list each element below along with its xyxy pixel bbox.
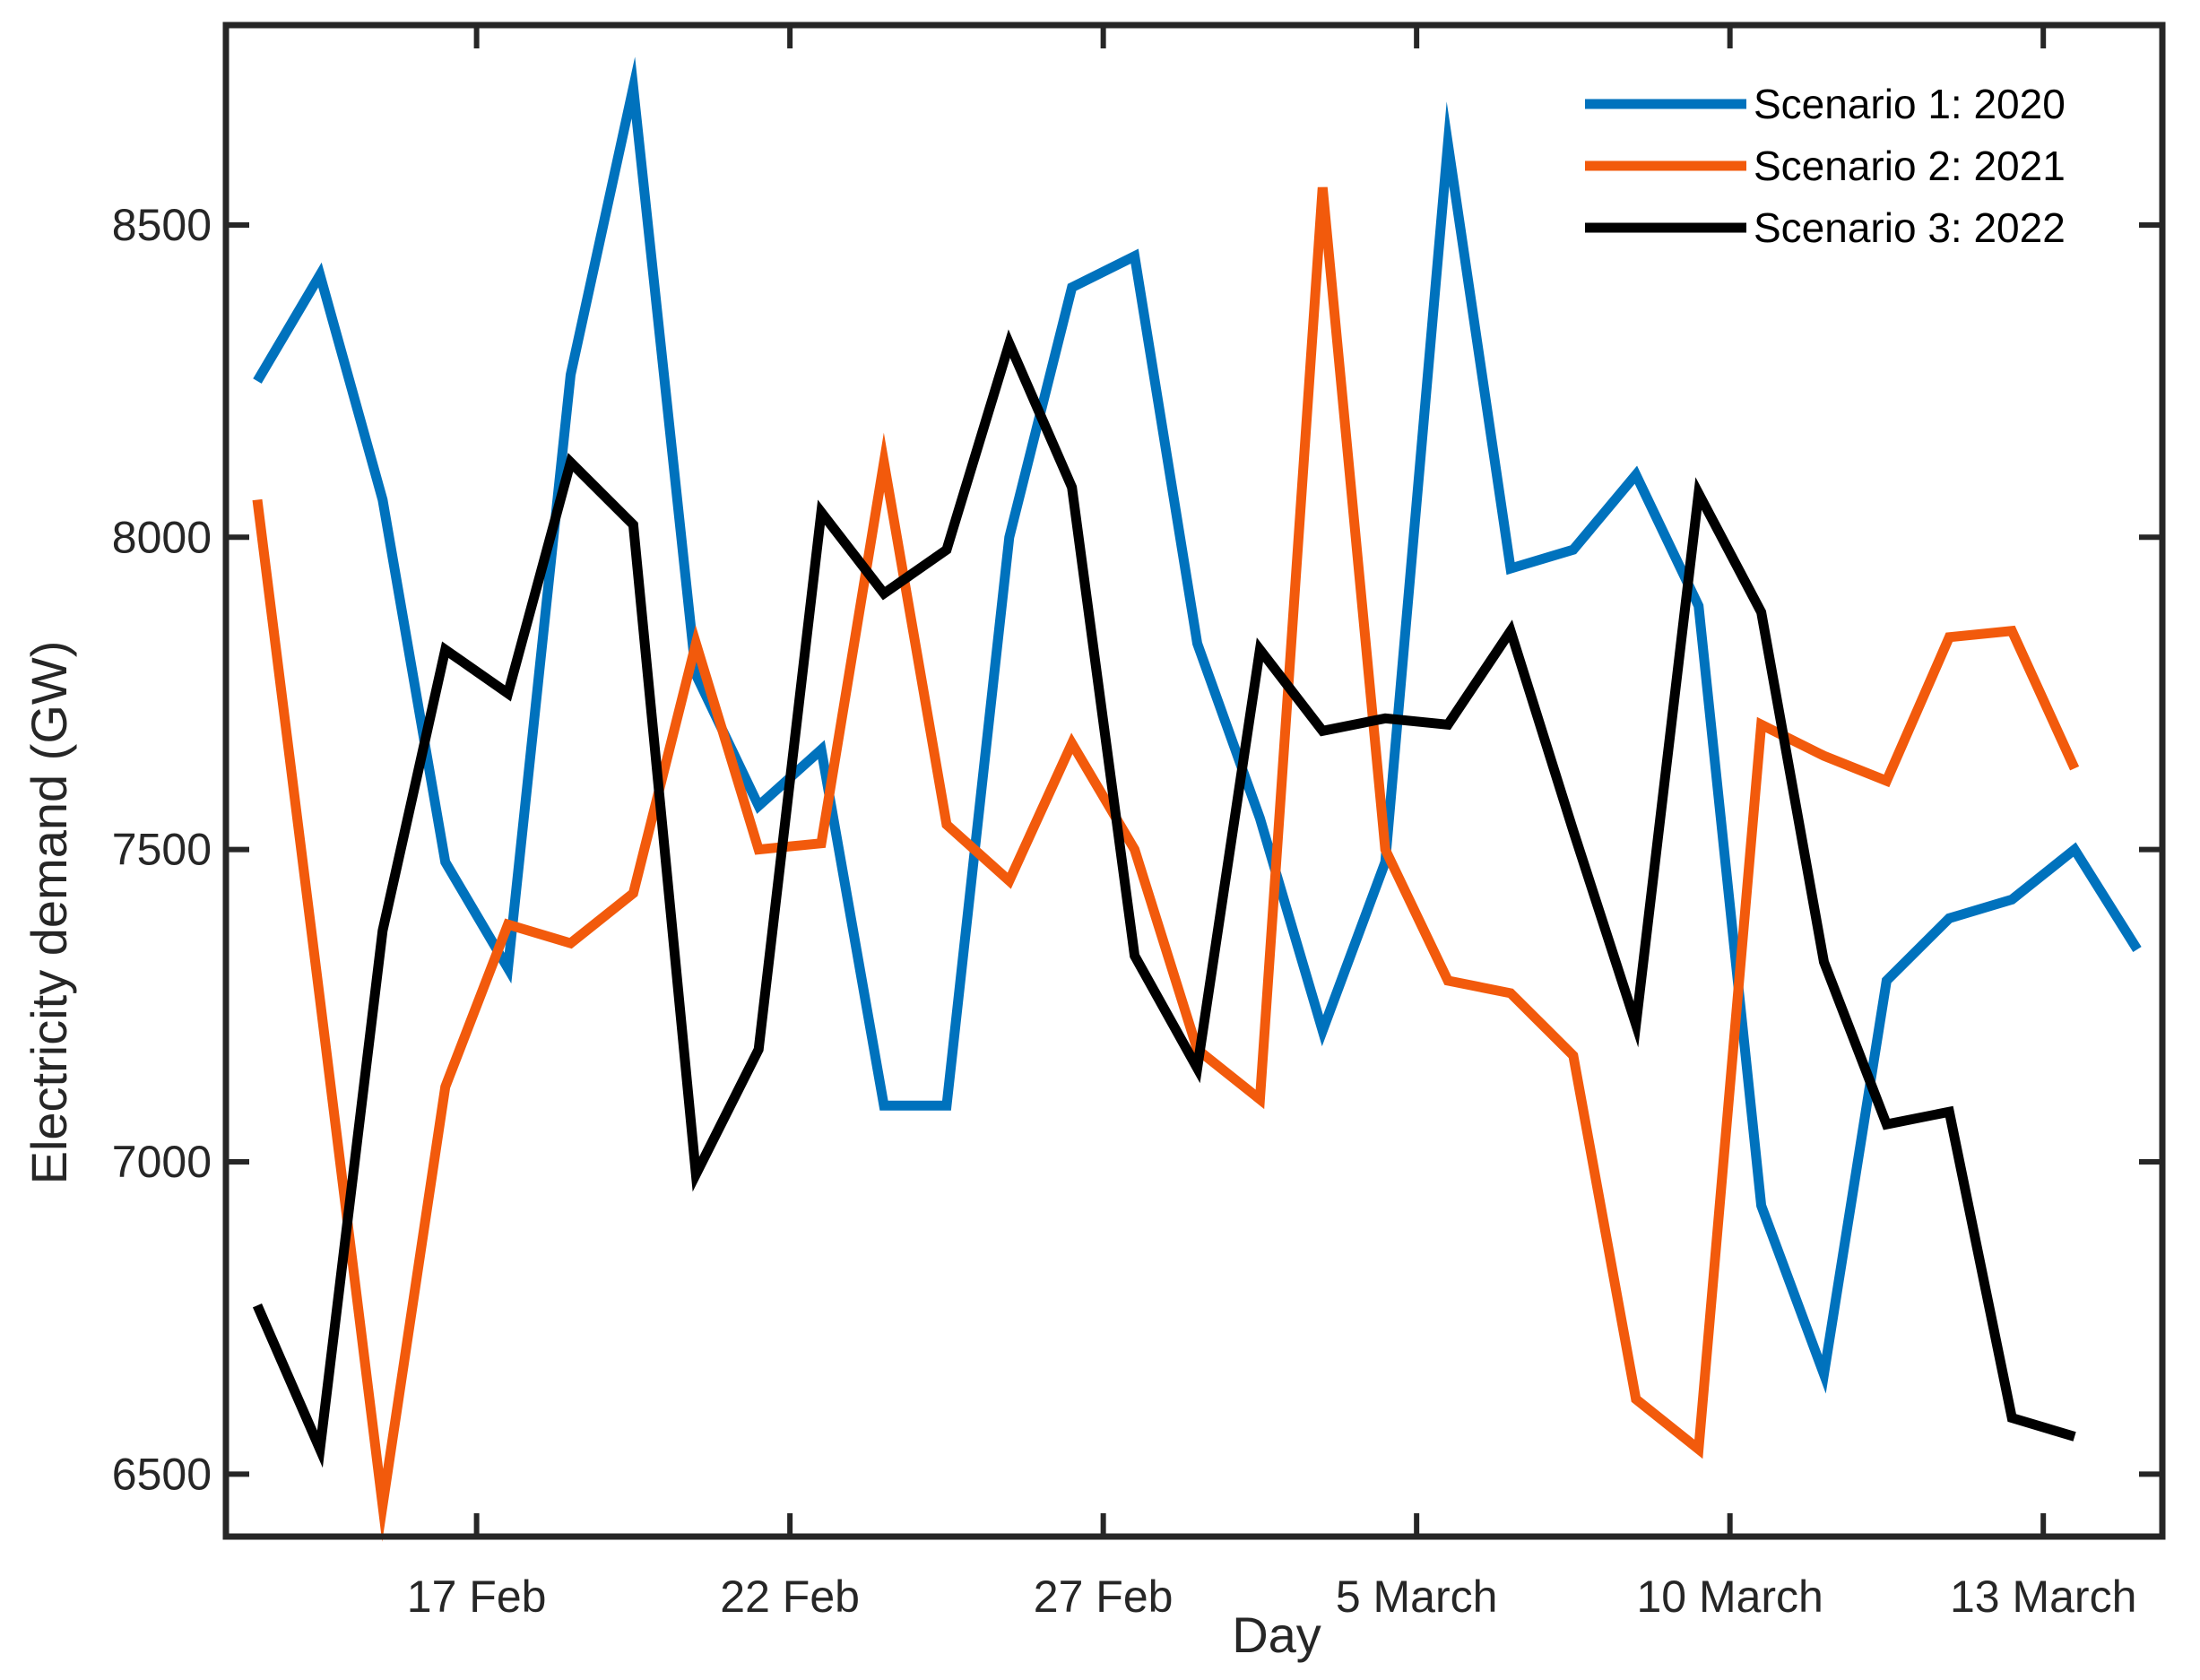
legend-label-3: Scenario 3: 2022: [1754, 204, 2066, 251]
axes-layer: 6500 7000 7500 8000 8500 17 Feb 22 Feb 27 Feb 5 …: [112, 22, 2166, 1622]
y-tick-label: 8000: [112, 512, 212, 562]
series-line-2: [252, 186, 2080, 1542]
x-tick-label: 22 Feb: [720, 1572, 860, 1622]
x-tick-label: 17 Feb: [407, 1572, 547, 1622]
x-tick-label: 10 March: [1636, 1572, 1823, 1622]
series-line-1: [253, 56, 2142, 1394]
y-tick-label: 7000: [112, 1137, 212, 1187]
y-tick-label: 8500: [112, 200, 212, 250]
x-tick-label: 5 March: [1336, 1572, 1498, 1622]
y-tick-label: 6500: [112, 1449, 212, 1499]
axes-box: [222, 22, 2166, 1540]
x-tick-label: 27 Feb: [1034, 1572, 1174, 1622]
x-axis-title: Day: [1232, 1606, 1321, 1663]
y-tick-label: 7500: [112, 825, 212, 875]
legend: Scenario 1: 2020 Scenario 2: 2021 Scenario…: [1585, 81, 2066, 251]
legend-label-2: Scenario 2: 2021: [1754, 143, 2066, 189]
series-line-3: [252, 329, 2076, 1468]
series-layer: [252, 56, 2142, 1542]
legend-label-1: Scenario 1: 2020: [1754, 81, 2066, 127]
x-tick-label: 13 March: [1950, 1572, 2136, 1622]
y-axis-title: Electricity demand (GW): [21, 641, 77, 1185]
